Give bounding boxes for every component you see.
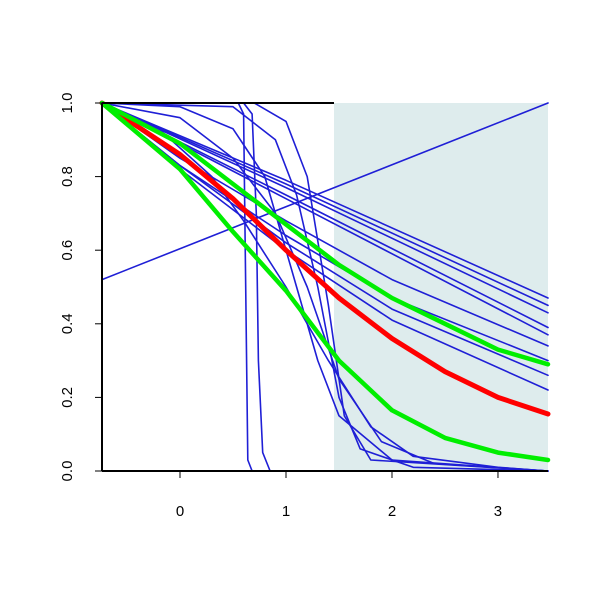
curve <box>99 100 551 367</box>
shaded-region <box>334 103 548 471</box>
curve <box>101 102 549 314</box>
y-tick-label: 0.0 <box>59 461 76 482</box>
x-tick-label: 3 <box>494 503 502 520</box>
curve <box>101 102 549 472</box>
y-tick-label: 0.8 <box>59 166 76 187</box>
x-tick-label: 0 <box>176 503 184 520</box>
y-tick-label: 1.0 <box>59 93 76 114</box>
curve <box>101 102 549 281</box>
y-tick-label: 0.6 <box>59 240 76 261</box>
x-tick-label: 1 <box>282 503 290 520</box>
curve <box>101 102 549 472</box>
curve <box>101 102 549 299</box>
curve <box>99 100 551 463</box>
curve <box>101 102 549 472</box>
curve <box>101 102 549 472</box>
curve <box>101 102 549 472</box>
x-tick-label: 2 <box>388 503 396 520</box>
curve <box>99 100 551 417</box>
curve <box>101 102 549 307</box>
y-tick-label: 0.2 <box>59 387 76 408</box>
y-tick-label: 0.4 <box>59 313 76 334</box>
